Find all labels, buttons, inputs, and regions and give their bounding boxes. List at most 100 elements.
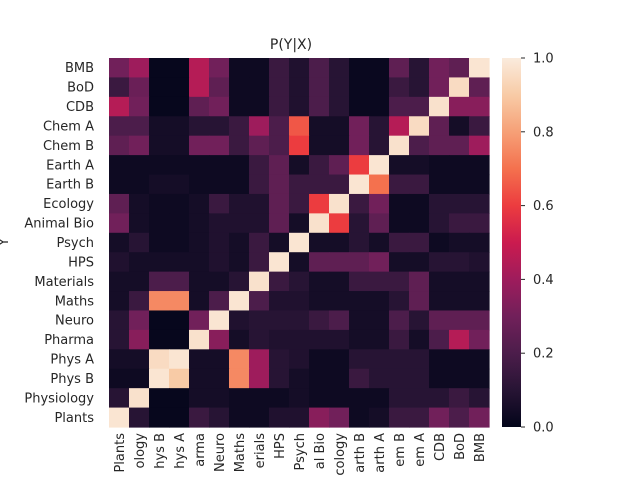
heatmap-cell [309,116,330,137]
heatmap-cell [189,368,210,389]
heatmap-cell [189,329,210,350]
heatmap-cell [389,368,410,389]
x-tick-label: arth B [353,433,368,473]
heatmap-cell [309,193,330,214]
heatmap-cell [469,213,490,234]
y-tick-label: Maths [55,294,95,309]
heatmap-cell [289,368,310,389]
heatmap-cell [429,388,450,409]
heatmap-cell [449,116,470,137]
y-tick-label: Chem A [43,119,94,134]
heatmap-cell [469,271,490,292]
heatmap-cell [169,232,190,253]
heatmap-cell [389,329,410,350]
heatmap-cell [329,155,350,176]
heatmap-cell [189,349,210,370]
heatmap-cell [229,135,250,156]
heatmap-cell [189,271,210,292]
heatmap-cell [249,116,270,137]
y-tick-label: Psych [57,236,94,251]
heatmap-cell [129,407,150,428]
y-tick-label: CDB [66,100,94,115]
heatmap-cell [229,174,250,195]
heatmap-cell [429,349,450,370]
heatmap-cell [469,368,490,389]
heatmap-cell [129,271,150,292]
heatmap-cell [369,155,390,176]
heatmap-cell [289,329,310,350]
heatmap-cell [229,193,250,214]
heatmap-cell [329,291,350,312]
heatmap-cell [149,116,170,137]
x-tick-label: Psych [293,433,308,470]
heatmap-cell [209,155,230,176]
x-tick-label: Plants [113,433,128,473]
heatmap-cell [409,155,430,176]
colorbar-ticks: 0.0 0.2 0.4 0.6 0.8 1.0 [521,52,554,436]
heatmap-cell [269,271,290,292]
heatmap-cell [349,368,370,389]
heatmap-cell [249,174,270,195]
heatmap-cell [469,388,490,409]
heatmap-cell [409,77,430,98]
heatmap-cell [389,193,410,214]
heatmap-cell [349,232,370,253]
heatmap-cell [309,96,330,117]
heatmap-cell [169,135,190,156]
heatmap-cell [249,329,270,350]
heatmap-cell [389,155,410,176]
heatmap-cell [329,310,350,331]
heatmap-cell [209,388,230,409]
y-tick-label: BMB [65,61,94,76]
heatmap-cell [409,271,430,292]
heatmap-cell [329,77,350,98]
heatmap-cell [449,213,470,234]
heatmap-cell [129,155,150,176]
heatmap-cell [149,77,170,98]
heatmap-cell [449,155,470,176]
colorbar-tick-label: 0.2 [533,347,554,362]
heatmap-cell [209,135,230,156]
y-tick-label: Phys B [50,372,94,387]
heatmap-cell [469,96,490,117]
heatmap-cell [429,155,450,176]
heatmap-cell [409,310,430,331]
heatmap-cell [129,349,150,370]
y-tick-label: HPS [68,255,94,270]
heatmap-cell [209,349,230,370]
heatmap-cell [409,349,430,370]
colorbar-tick-label: 1.0 [533,52,554,67]
y-tick-label: BoD [67,81,94,96]
heatmap-cell [289,213,310,234]
heatmap-cell [109,407,130,428]
heatmap-cell [209,407,230,428]
heatmap-cell [229,310,250,331]
heatmap-cell [129,213,150,234]
heatmap-cell [309,291,330,312]
heatmap-cell [389,252,410,273]
heatmap-cell [349,310,370,331]
heatmap-cell [429,213,450,234]
heatmap-cell [209,271,230,292]
heatmap-cell [289,291,310,312]
heatmap-cell [189,232,210,253]
heatmap-cell [309,155,330,176]
heatmap-cell [129,291,150,312]
heatmap-cell [269,77,290,98]
y-tick-label: Chem B [43,139,94,154]
colorbar-tick-label: 0.4 [533,273,554,288]
heatmap-cell [469,155,490,176]
heatmap-cell [189,77,210,98]
heatmap-cell [429,271,450,292]
heatmap-cell [309,213,330,234]
heatmap-cell [169,96,190,117]
heatmap-cell [149,252,170,273]
heatmap-cell [289,155,310,176]
chart-title: P(Y|X) [270,37,312,53]
heatmap-cell [169,252,190,273]
heatmap-cell [349,329,370,350]
heatmap-cell [209,77,230,98]
heatmap-cell [249,193,270,214]
heatmap-cell [269,252,290,273]
heatmap-cell [429,232,450,253]
